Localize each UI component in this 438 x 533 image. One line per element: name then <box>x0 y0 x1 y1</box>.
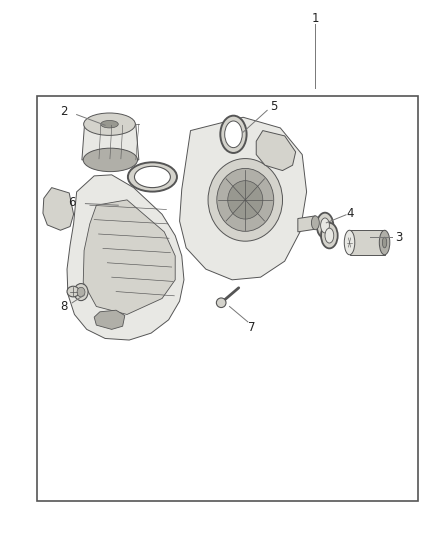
Ellipse shape <box>317 213 333 238</box>
Text: 5: 5 <box>270 100 277 113</box>
Text: 3: 3 <box>395 231 402 244</box>
Ellipse shape <box>344 230 355 255</box>
Ellipse shape <box>379 230 390 255</box>
Ellipse shape <box>101 120 118 128</box>
Ellipse shape <box>311 216 319 230</box>
Bar <box>37 96 418 501</box>
Ellipse shape <box>225 121 242 148</box>
Polygon shape <box>43 188 74 230</box>
Ellipse shape <box>83 148 138 172</box>
Polygon shape <box>180 117 307 280</box>
Ellipse shape <box>128 162 177 191</box>
Ellipse shape <box>216 298 226 308</box>
Ellipse shape <box>220 116 247 153</box>
Ellipse shape <box>382 237 387 248</box>
Text: 7: 7 <box>248 321 256 334</box>
Text: 8: 8 <box>60 300 67 313</box>
Ellipse shape <box>84 113 135 135</box>
Polygon shape <box>350 230 385 255</box>
Ellipse shape <box>321 218 329 233</box>
Ellipse shape <box>134 166 170 188</box>
Circle shape <box>74 284 88 301</box>
Text: 6: 6 <box>68 196 76 209</box>
Ellipse shape <box>321 223 338 248</box>
Ellipse shape <box>208 159 283 241</box>
Circle shape <box>77 287 85 297</box>
Ellipse shape <box>67 286 79 297</box>
Polygon shape <box>67 175 184 340</box>
Ellipse shape <box>217 168 274 231</box>
Text: 1: 1 <box>311 12 319 25</box>
Ellipse shape <box>228 181 263 219</box>
Polygon shape <box>256 131 296 171</box>
Polygon shape <box>298 216 315 232</box>
Polygon shape <box>82 124 139 160</box>
Ellipse shape <box>325 228 334 243</box>
Text: 4: 4 <box>346 207 354 220</box>
Polygon shape <box>83 200 175 314</box>
Polygon shape <box>94 310 125 329</box>
Text: 2: 2 <box>60 106 67 118</box>
